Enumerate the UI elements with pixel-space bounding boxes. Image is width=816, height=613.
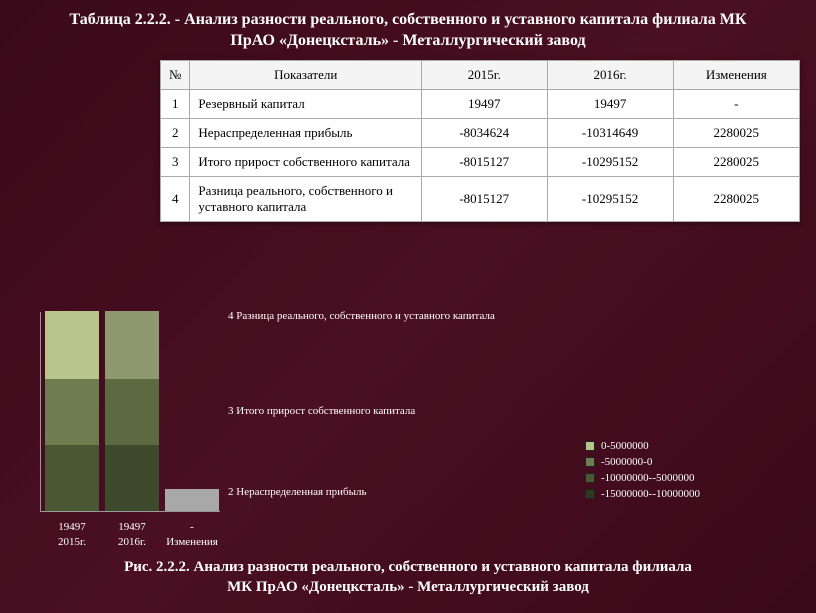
table-header-row: № Показатели 2015г. 2016г. Изменения [161, 60, 800, 89]
cell-num: 1 [161, 89, 190, 118]
cell-indicator: Итого прирост собственного капитала [190, 147, 422, 176]
legend-label: -15000000--10000000 [601, 488, 700, 500]
table-title: Таблица 2.2.2. - Анализ разности реально… [0, 0, 816, 60]
data-table: № Показатели 2015г. 2016г. Изменения 1 Р… [160, 60, 800, 222]
x-label-2016: 19497 2016г. [105, 520, 159, 549]
bar-seg-bot [45, 445, 99, 511]
caption-line2: МК ПрАО «Донецксталь» - Металлургический… [227, 579, 589, 595]
legend-label: 0-5000000 [601, 440, 649, 452]
row-label-3: 3 Итого прирост собственного капитала [228, 405, 415, 417]
bar-seg-mid [105, 379, 159, 445]
legend-label: -10000000--5000000 [601, 472, 695, 484]
legend-item: -10000000--5000000 [585, 472, 700, 484]
chart-legend: 0-5000000 -5000000-0 -10000000--5000000 … [585, 440, 700, 504]
legend-item: -15000000--10000000 [585, 488, 700, 500]
bar-seg-mid [45, 379, 99, 445]
cell-num: 2 [161, 118, 190, 147]
legend-item: -5000000-0 [585, 456, 700, 468]
cell-indicator: Резервный капитал [190, 89, 422, 118]
chart-area: 19497 2015г. 19497 2016г. - Изменения 4 … [40, 310, 780, 540]
x-value: - [165, 520, 219, 534]
x-label-2015: 19497 2015г. [45, 520, 99, 549]
row-label-4: 4 Разница реального, собственного и уста… [228, 310, 495, 322]
row-label-2: 2 Нераспределенная прибыль [228, 486, 367, 498]
legend-label: -5000000-0 [601, 456, 652, 468]
cell-change: - [673, 89, 799, 118]
chart-box: 19497 2015г. 19497 2016г. - Изменения [40, 312, 220, 512]
cell-2015: -8015127 [421, 176, 547, 221]
bar-group-change: - Изменения [165, 312, 219, 511]
cell-2016: -10295152 [547, 176, 673, 221]
cell-change: 2280025 [673, 118, 799, 147]
table-row: 1 Резервный капитал 19497 19497 - [161, 89, 800, 118]
x-year: 2016г. [105, 535, 159, 549]
cell-change: 2280025 [673, 176, 799, 221]
cell-2016: -10314649 [547, 118, 673, 147]
table-row: 3 Итого прирост собственного капитала -8… [161, 147, 800, 176]
th-indicator: Показатели [190, 60, 422, 89]
bar-group-2016: 19497 2016г. [105, 312, 159, 511]
legend-swatch [585, 457, 595, 467]
x-value: 19497 [45, 520, 99, 534]
cell-change: 2280025 [673, 147, 799, 176]
th-change: Изменения [673, 60, 799, 89]
bar-group-2015: 19497 2015г. [45, 312, 99, 511]
cell-2015: -8015127 [421, 147, 547, 176]
cell-indicator: Разница реального, собственного и уставн… [190, 176, 422, 221]
data-table-wrap: № Показатели 2015г. 2016г. Изменения 1 Р… [160, 60, 800, 222]
legend-swatch [585, 489, 595, 499]
x-value: 19497 [105, 520, 159, 534]
th-num: № [161, 60, 190, 89]
table-row: 2 Нераспределенная прибыль -8034624 -103… [161, 118, 800, 147]
x-year: 2015г. [45, 535, 99, 549]
bar-seg-small [165, 489, 219, 511]
th-2015: 2015г. [421, 60, 547, 89]
cell-2015: -8034624 [421, 118, 547, 147]
caption-line1: Рис. 2.2.2. Анализ разности реального, с… [124, 559, 692, 575]
figure-caption: Рис. 2.2.2. Анализ разности реального, с… [0, 558, 816, 597]
cell-2015: 19497 [421, 89, 547, 118]
legend-swatch [585, 441, 595, 451]
x-year: Изменения [165, 535, 219, 549]
legend-item: 0-5000000 [585, 440, 700, 452]
bar-seg-top [45, 311, 99, 379]
cell-2016: 19497 [547, 89, 673, 118]
x-label-change: - Изменения [165, 520, 219, 549]
title-line1: Таблица 2.2.2. - Анализ разности реально… [70, 11, 747, 28]
cell-2016: -10295152 [547, 147, 673, 176]
title-line2: ПрАО «Донецксталь» - Металлургический за… [230, 32, 585, 49]
cell-indicator: Нераспределенная прибыль [190, 118, 422, 147]
th-2016: 2016г. [547, 60, 673, 89]
bar-seg-bot [105, 445, 159, 511]
cell-num: 4 [161, 176, 190, 221]
table-row: 4 Разница реального, собственного и уста… [161, 176, 800, 221]
cell-num: 3 [161, 147, 190, 176]
legend-swatch [585, 473, 595, 483]
bar-seg-top [105, 311, 159, 379]
